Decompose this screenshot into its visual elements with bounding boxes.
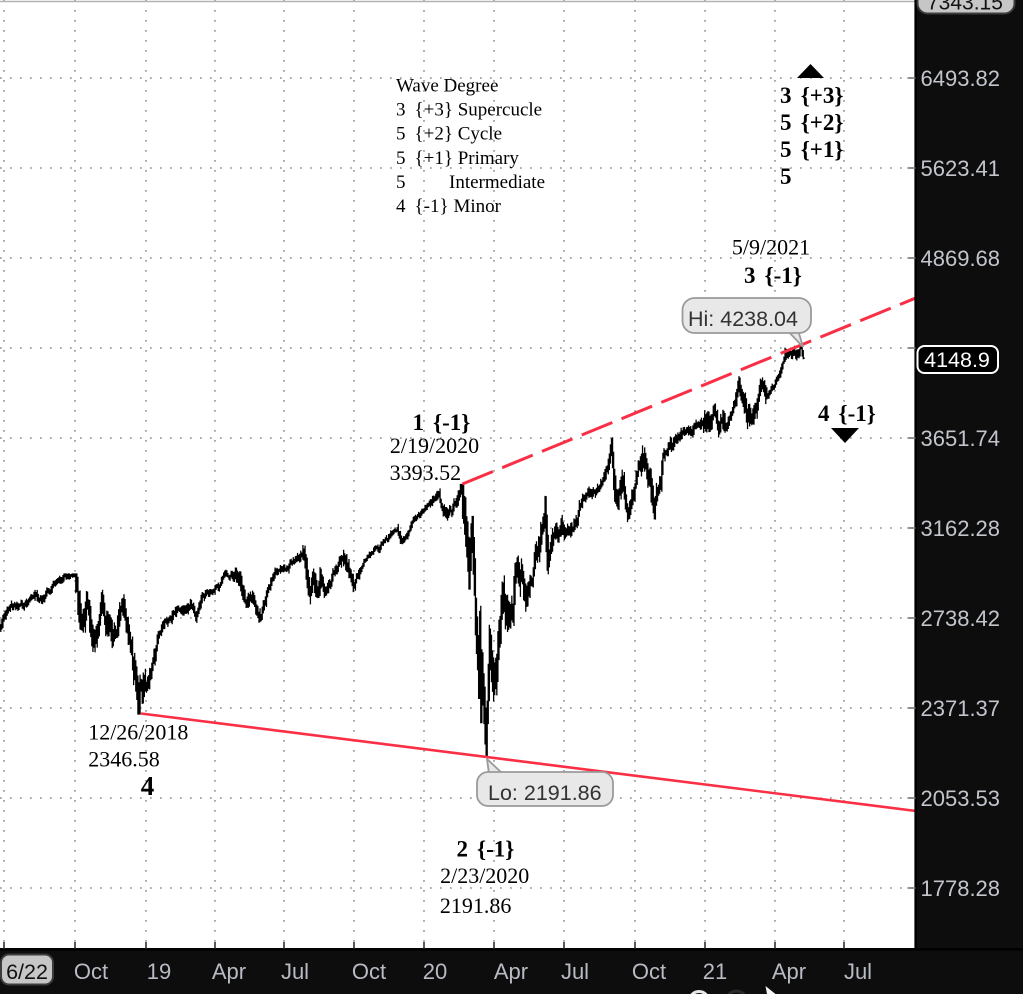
svg-text:5/9/2021: 5/9/2021 [732, 235, 810, 260]
svg-text:Jul: Jul [844, 959, 872, 984]
svg-text:3162.28: 3162.28 [921, 516, 1001, 541]
svg-text:2371.37: 2371.37 [921, 696, 1001, 721]
svg-text:4{-1}: 4 {-1} [818, 401, 876, 426]
svg-text:7343.15: 7343.15 [927, 0, 1003, 15]
svg-text:2191.86: 2191.86 [440, 893, 512, 918]
svg-text:6/22: 6/22 [6, 960, 48, 984]
svg-text:2053.53: 2053.53 [921, 786, 1001, 811]
svg-text:Oct: Oct [632, 959, 666, 984]
svg-text:Hi: 4238.04: Hi: 4238.04 [688, 307, 798, 331]
svg-text:5: 5 [780, 164, 792, 189]
svg-text:5{+1}: 5 {+1} [780, 137, 843, 162]
svg-text:4869.68: 4869.68 [921, 246, 1001, 271]
svg-text:3{+3}: 3 {+3} [780, 83, 843, 108]
svg-text:Oct: Oct [74, 959, 108, 984]
svg-text:5{+2}: 5 {+2} [780, 110, 843, 135]
svg-text:Lo: 2191.86: Lo: 2191.86 [488, 781, 602, 805]
svg-text:12/26/2018: 12/26/2018 [88, 719, 188, 744]
svg-text:21: 21 [703, 959, 727, 984]
svg-text:6493.82: 6493.82 [921, 66, 1001, 91]
svg-text:2738.42: 2738.42 [921, 606, 1001, 631]
svg-text:4148.9: 4148.9 [924, 348, 990, 372]
svg-text:Apr: Apr [494, 959, 528, 984]
svg-text:Apr: Apr [212, 959, 246, 984]
svg-text:1{-1}: 1 {-1} [413, 410, 471, 435]
svg-text:2/23/2020: 2/23/2020 [440, 863, 529, 888]
svg-text:5{+2} Cycle: 5 {+2} Cycle [396, 124, 502, 145]
svg-text:3651.74: 3651.74 [921, 426, 1001, 451]
svg-text:1778.28: 1778.28 [921, 876, 1001, 901]
svg-text:5{+1} Primary: 5 {+1} Primary [396, 148, 519, 169]
svg-text:3{-1}: 3 {-1} [744, 263, 802, 288]
svg-text:Jul: Jul [561, 959, 589, 984]
svg-text:4: 4 [141, 771, 155, 801]
svg-text:2346.58: 2346.58 [88, 747, 160, 772]
svg-text:Jul: Jul [281, 959, 309, 984]
svg-text:2/19/2020: 2/19/2020 [390, 433, 479, 458]
svg-text:Wave Degree: Wave Degree [396, 76, 498, 97]
svg-text:20: 20 [423, 959, 447, 984]
svg-text:5623.41: 5623.41 [921, 156, 1001, 181]
svg-text:Oct: Oct [352, 959, 386, 984]
svg-text:3393.52: 3393.52 [390, 460, 462, 485]
svg-text:19: 19 [147, 959, 171, 984]
svg-text:2{-1}: 2 {-1} [457, 837, 515, 862]
svg-text:Apr: Apr [772, 959, 806, 984]
svg-text:3{+3} Supercucle: 3 {+3} Supercucle [396, 100, 542, 121]
